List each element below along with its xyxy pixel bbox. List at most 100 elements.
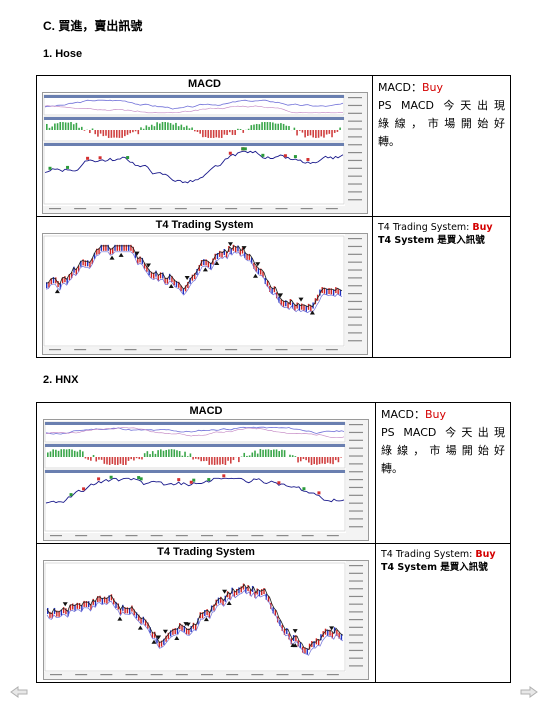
candle [295, 635, 297, 642]
left-arrow-icon[interactable] [10, 686, 28, 698]
candle [279, 620, 281, 627]
chart-panel [43, 142, 344, 205]
candle [85, 600, 88, 607]
axis-tick-label [349, 510, 363, 512]
candle [254, 265, 257, 272]
macd-histogram-bar [143, 453, 146, 457]
sell-arrow-icon [292, 629, 298, 634]
axis-tick-label [98, 208, 111, 210]
buy-arrow-icon [109, 255, 115, 260]
candle [313, 641, 315, 648]
candle [186, 282, 189, 289]
hose-macd-chart-svg [42, 93, 367, 213]
candle [261, 271, 264, 278]
axis-tick-label [326, 535, 339, 537]
candle [298, 304, 300, 311]
axis-tick-label [124, 349, 136, 351]
candle [165, 635, 167, 642]
signal-marker [69, 493, 73, 497]
candle [67, 610, 69, 617]
date-axis [44, 672, 346, 679]
trend-line [45, 251, 342, 314]
macd-histogram-bar [130, 457, 133, 460]
macd-histogram-bar [299, 457, 302, 462]
macd-histogram-bar [138, 457, 141, 460]
macd-histogram-bar [333, 130, 336, 133]
macd-histogram-bar [220, 130, 223, 138]
candle [193, 273, 195, 280]
axis-tick-label [347, 152, 362, 154]
buy-arrow-icon [117, 616, 123, 621]
axis-tick-label [349, 626, 363, 628]
macd-histogram-bar [295, 130, 298, 136]
axis-tick-label [275, 349, 287, 351]
macd-histogram-bar [72, 124, 75, 130]
candle [143, 262, 145, 269]
macd-histogram-bar [276, 123, 279, 130]
candle [70, 272, 72, 279]
macd-histogram-bar [166, 122, 169, 130]
axis-tick-label [349, 642, 363, 644]
buy-arrow-icon [118, 252, 124, 257]
hnx-macd-note: MACD：Buy PS MACD 今天出現 綠線，市場開始好 轉。 [376, 403, 510, 481]
axis-tick-label [347, 159, 362, 162]
candle [318, 289, 321, 296]
macd-histogram-bar [236, 128, 239, 130]
hnx-t4-chart [43, 560, 369, 680]
candle [338, 632, 340, 639]
candle [302, 646, 304, 653]
macd-histogram-bar [216, 457, 219, 465]
hose-t4-note-line2: T4 System 是買入訊號 [378, 235, 485, 246]
right-arrow-icon[interactable] [520, 686, 538, 698]
candle [283, 628, 286, 635]
macd-histogram-bar [146, 451, 149, 457]
candle [122, 244, 125, 251]
hnx-macd-chart [43, 419, 369, 541]
macd-histogram-bar [181, 455, 184, 457]
candle [163, 638, 165, 645]
candle [332, 289, 334, 296]
moving-average-line [45, 245, 342, 308]
candle [152, 272, 154, 279]
axis-tick-label [349, 518, 363, 520]
hose-macd-chart [41, 92, 368, 214]
candle [128, 607, 131, 614]
sell-arrow-icon [277, 293, 283, 298]
axis-tick-label [224, 208, 237, 210]
candle [263, 588, 265, 595]
macd-histogram-bar [289, 454, 291, 457]
candle [136, 257, 138, 264]
macd-histogram-bar [45, 123, 48, 130]
macd-histogram-bar [107, 130, 109, 138]
macd-histogram-bar [215, 130, 217, 138]
macd-histogram-bar [262, 449, 264, 457]
macd-histogram-bar [52, 449, 54, 457]
macd-histogram-bar [239, 129, 241, 130]
macd-histogram-bar [223, 130, 225, 135]
candle [60, 609, 63, 616]
axis-tick-label [349, 424, 363, 426]
macd-histogram-bar [173, 449, 176, 457]
buy-arrow-icon [54, 289, 60, 294]
hose-title: 1. Hose [43, 48, 83, 60]
macd-histogram-bar [49, 451, 52, 457]
candle [191, 274, 193, 281]
macd-histogram-bar [340, 457, 342, 458]
axis-tick-label [347, 308, 362, 310]
macd-histogram-bar [211, 457, 213, 465]
candle [336, 629, 338, 636]
candle [154, 631, 156, 638]
axis-tick-label [175, 535, 188, 537]
macd-histogram-bar [128, 130, 131, 134]
chart-panel [44, 443, 346, 469]
candle [216, 252, 218, 259]
sell-arrow-icon [183, 622, 189, 627]
candle [291, 302, 293, 309]
candle [245, 253, 248, 260]
candle [167, 632, 170, 639]
macd-histogram-bar [91, 128, 93, 130]
candle [175, 280, 177, 287]
macd-histogram-bar [68, 449, 71, 457]
macd-histogram-bar [106, 457, 108, 465]
candle [209, 262, 211, 269]
